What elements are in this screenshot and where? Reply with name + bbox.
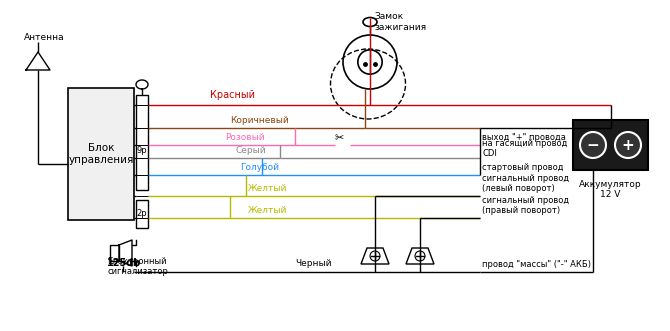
Text: −: − <box>587 137 600 153</box>
Circle shape <box>370 251 380 261</box>
Circle shape <box>615 132 641 158</box>
Text: сигнальный провод
(левый поворот): сигнальный провод (левый поворот) <box>482 173 569 193</box>
Polygon shape <box>406 248 434 264</box>
Text: 2р: 2р <box>137 210 147 218</box>
Bar <box>136 95 148 190</box>
Ellipse shape <box>363 18 377 26</box>
Text: Блок
управления: Блок управления <box>68 143 134 165</box>
Text: Аккумулятор
12 V: Аккумулятор 12 V <box>579 180 642 199</box>
Text: Желтый: Желтый <box>248 184 287 193</box>
Circle shape <box>358 50 382 74</box>
Text: +: + <box>622 137 634 153</box>
Text: Розовый: Розовый <box>225 133 265 142</box>
Text: Красный: Красный <box>210 90 255 100</box>
Text: 125db: 125db <box>107 258 141 268</box>
Text: сигнальный провод
(правый поворот): сигнальный провод (правый поворот) <box>482 196 569 215</box>
Text: Черный: Черный <box>295 259 332 268</box>
Text: Замок
зажигания: Замок зажигания <box>374 12 426 32</box>
Text: Серый: Серый <box>235 146 265 155</box>
Text: выход "+" провода: выход "+" провода <box>482 133 566 142</box>
Bar <box>136 200 148 228</box>
Text: стартовый провод: стартовый провод <box>482 163 563 172</box>
Text: на гасящий провод
CDI: на гасящий провод CDI <box>482 139 567 158</box>
Text: Антенна: Антенна <box>24 33 64 42</box>
Text: ✂: ✂ <box>335 133 344 143</box>
Circle shape <box>415 251 425 261</box>
Circle shape <box>580 132 606 158</box>
Bar <box>573 120 648 170</box>
Polygon shape <box>361 248 389 264</box>
Circle shape <box>343 35 397 89</box>
Bar <box>68 88 134 220</box>
Text: Коричневый: Коричневый <box>230 116 289 125</box>
Text: Електронный
сигнализатор: Електронный сигнализатор <box>107 257 168 276</box>
Text: 9р: 9р <box>137 146 147 155</box>
Text: Желтый: Желтый <box>248 206 287 215</box>
Text: провод "массы" ("-" АКБ): провод "массы" ("-" АКБ) <box>482 260 591 269</box>
Text: Голубой: Голубой <box>240 163 279 172</box>
Bar <box>110 245 119 261</box>
